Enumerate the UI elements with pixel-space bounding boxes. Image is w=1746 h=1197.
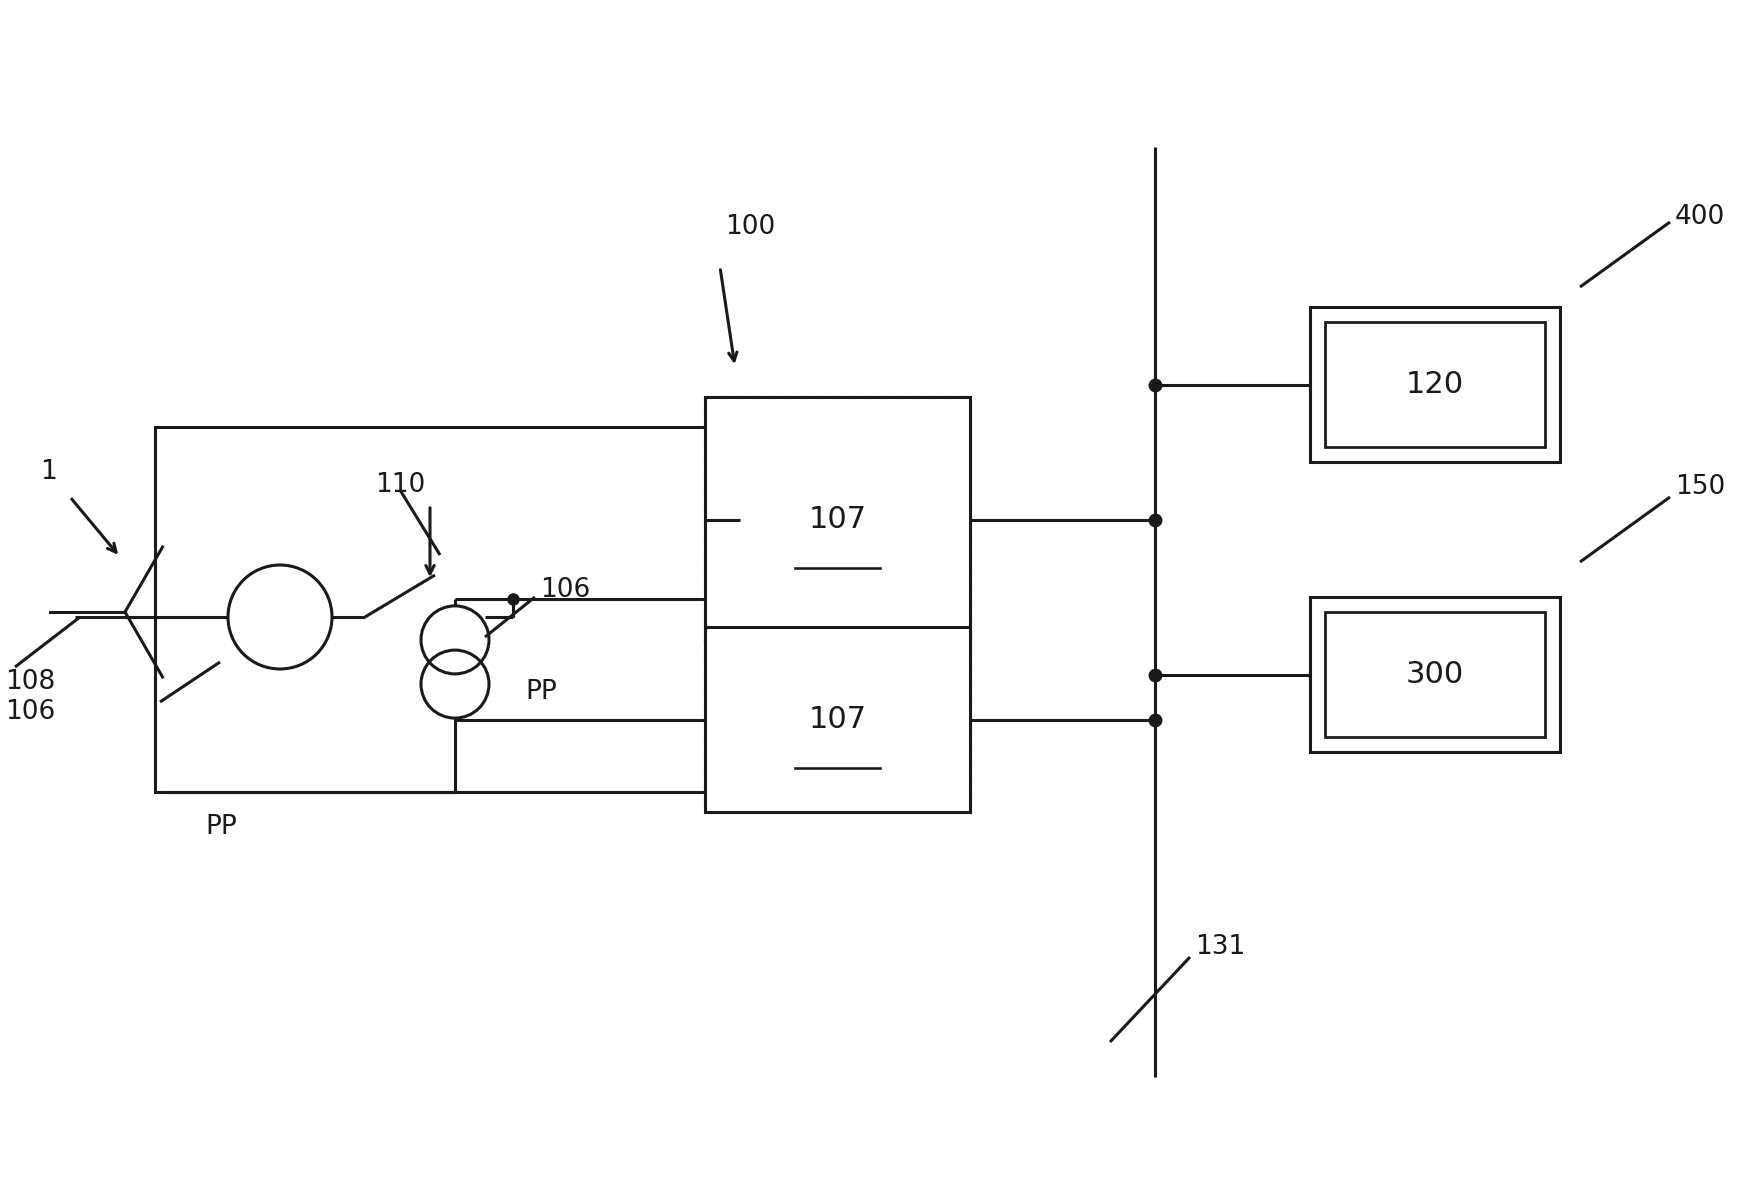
Bar (1325, 322, 1545, 446)
Text: PP: PP (526, 679, 557, 705)
Bar (155, 427, 740, 792)
Bar (705, 397, 971, 642)
Text: 400: 400 (1674, 203, 1725, 230)
Text: 108: 108 (5, 669, 56, 695)
Text: 107: 107 (808, 505, 866, 534)
Text: 110: 110 (375, 472, 426, 498)
Text: PP: PP (204, 814, 237, 840)
Text: 107: 107 (808, 705, 866, 734)
Text: 106: 106 (5, 699, 56, 725)
Bar (705, 627, 971, 812)
Text: 106: 106 (540, 577, 590, 603)
Text: 300: 300 (1406, 660, 1465, 689)
Text: 100: 100 (725, 214, 775, 241)
Text: 1: 1 (40, 458, 58, 485)
Text: 150: 150 (1674, 474, 1725, 500)
Bar (705, 397, 971, 812)
Text: 131: 131 (1194, 934, 1245, 960)
Bar (1310, 597, 1559, 752)
Bar (1310, 306, 1559, 462)
Text: 120: 120 (1406, 370, 1465, 399)
Bar (1325, 612, 1545, 737)
